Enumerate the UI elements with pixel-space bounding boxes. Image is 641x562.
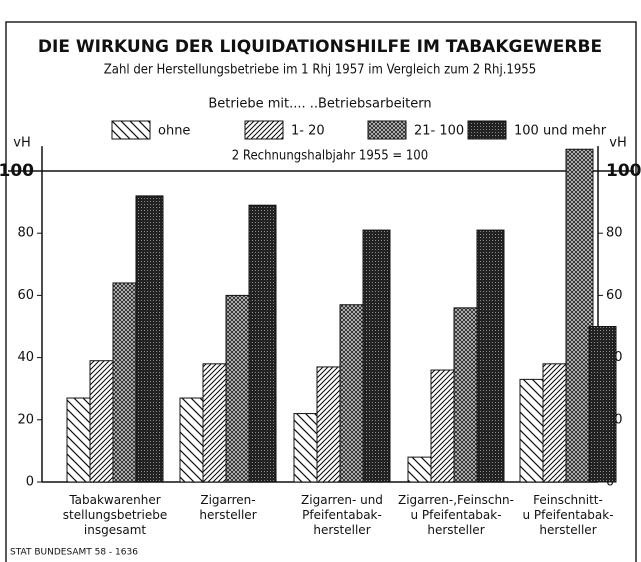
legend-label: 100 und mehr xyxy=(514,124,607,139)
legend-title: Betriebe mit.... ..Betriebsarbeitern xyxy=(208,97,431,112)
y-label-right: vH xyxy=(609,136,626,151)
legend-swatch xyxy=(367,120,407,140)
x-tick-label: Zigarren-hersteller xyxy=(199,493,256,522)
bar xyxy=(588,326,617,483)
reference-label: 2 Rechnungshalbjahr 1955 = 100 xyxy=(232,149,428,164)
legend-swatch xyxy=(467,120,507,140)
y-label: vH xyxy=(13,136,30,151)
x-tick-label: Zigarren-,Feinschn-u Pfeifentabak-herste… xyxy=(398,493,514,537)
legend-label: 21- 100 xyxy=(414,124,464,139)
y-tick-label: 0 xyxy=(26,475,34,490)
frame xyxy=(5,21,637,562)
y-tick-label-right: 80 xyxy=(606,226,623,241)
y-tick-label-right: 60 xyxy=(606,288,623,303)
x-tick-label: Tabakwarenher stellungsbetriebe insgesamt xyxy=(63,493,167,537)
source: STAT BUNDESAMT 58 - 1636 xyxy=(10,548,138,558)
y-tick-label: 80 xyxy=(17,226,34,241)
bar xyxy=(248,204,277,483)
x-tick-label: Feinschnitt-u Pfeifentabak-hersteller xyxy=(522,493,613,537)
x-tick-label: Zigarren- und Pfeifentabak-hersteller xyxy=(301,493,383,537)
legend-label: 1- 20 xyxy=(291,124,325,139)
legend-label: ohne xyxy=(158,124,190,139)
y-tick-label: 20 xyxy=(17,412,34,427)
legend-swatch xyxy=(244,120,284,140)
bar xyxy=(362,229,391,483)
bar xyxy=(135,195,164,483)
y-tick-label: 60 xyxy=(17,288,34,303)
chart-subtitle: Zahl der Herstellungsbetriebe im 1 Rhj 1… xyxy=(104,63,536,78)
bar xyxy=(476,229,505,483)
y-tick-label: 40 xyxy=(17,350,34,365)
chart-title: DIE WIRKUNG DER LIQUIDATIONSHILFE IM TAB… xyxy=(38,37,602,57)
legend-swatch xyxy=(111,120,151,140)
